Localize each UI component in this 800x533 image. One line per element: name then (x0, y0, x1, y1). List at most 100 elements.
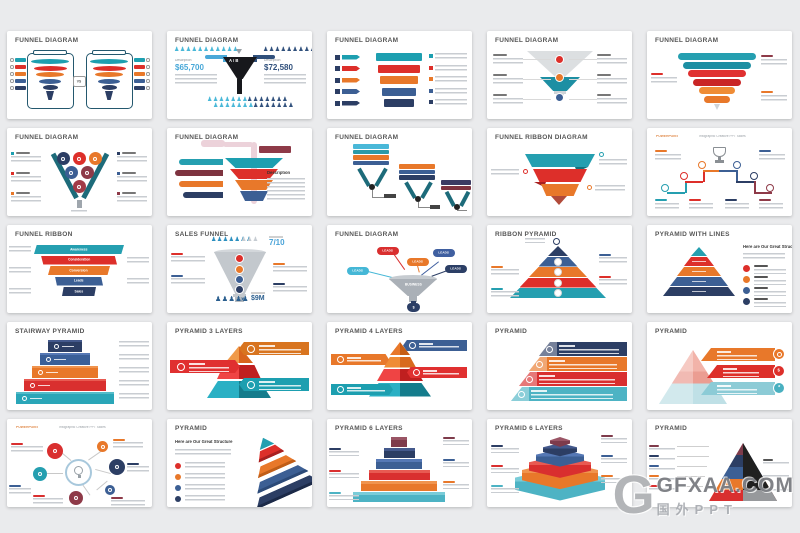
section-heading: Here are Our Great Structure (175, 440, 233, 445)
slide-title: PYRAMID (175, 425, 208, 432)
money-bag-icon: $ (407, 303, 420, 312)
v-funnel-graphic (7, 128, 152, 216)
section-heading: Here are Our Great Structure (743, 245, 792, 250)
ribbon-funnel-labeled-graphic: Awareness Consideration Conversion Leads… (7, 225, 152, 313)
rounded-funnel-graphic (647, 31, 792, 119)
slide-title: FUNNEL DIAGRAM (175, 37, 239, 44)
slide-thumbnail-20[interactable]: PYRAMID $ * (647, 322, 792, 410)
banner-arrow (407, 367, 467, 378)
cascade-funnels-graphic (327, 128, 472, 216)
slide-title: FUNNEL DIAGRAM (15, 134, 79, 141)
slide-title: FUNNEL DIAGRAM (335, 231, 399, 238)
slide-title: PYRAMID (495, 328, 528, 335)
watermark-logo: G (612, 465, 655, 526)
funnel-layer: Sales (62, 287, 96, 296)
watermark: G GFXAA.COM 国外PPT (612, 465, 794, 526)
funnel-layer: Conversion (48, 266, 110, 275)
slide-thumbnail-24[interactable]: PYRAMID 6 LAYERS (487, 419, 632, 507)
sales-funnel-graphic: ♟♟♟♟♟♟♟ ♟♟♟ 7/10 ♟♟♟♟♟ » $9M (167, 225, 312, 313)
slide-title: PYRAMID WITH LINES (655, 231, 730, 238)
slide-thumbnail-3[interactable]: FUNNEL DIAGRAM (327, 31, 472, 119)
ribbon-pyramid-graphic (487, 225, 632, 313)
slide-title: RIBBON PYRAMID (495, 231, 557, 238)
people-icons-left: ♟♟♟♟♟♟♟♟♟♟♟ (174, 47, 239, 53)
leads-pill: LEADS (433, 249, 455, 257)
slide-thumbnail-6[interactable]: FUNNEL DIAGRAM (7, 128, 152, 216)
stairway-pyramid-graphic (7, 322, 152, 410)
cone-funnel-graphic (487, 31, 632, 119)
slide-tagline: POWERPOINT Infographic Creative PPT Slide… (15, 426, 106, 430)
slide-thumbnail-15[interactable]: PYRAMID WITH LINES Here are Our Great St… (647, 225, 792, 313)
slide-thumbnail-12[interactable]: SALES FUNNEL ♟♟♟♟♟♟♟ ♟♟♟ 7/10 ♟♟♟♟♟ » $9… (167, 225, 312, 313)
banner-arrow (403, 340, 467, 351)
snowflake-icon: * (773, 382, 785, 394)
people-icons-right: ♟♟♟♟♟♟♟♟♟♟♟ (263, 47, 312, 53)
slide-thumbnail-18[interactable]: PYRAMID 4 LAYERS (327, 322, 472, 410)
people-icons-bottom-right: ♟♟♟♟♟♟♟ (247, 97, 289, 103)
slide-title: FUNNEL RIBBON DIAGRAM (495, 134, 588, 141)
slide-thumbnail-8[interactable]: FUNNEL DIAGRAM (327, 128, 472, 216)
leads-pill: LEADS (407, 258, 429, 266)
slide-title: FUNNEL DIAGRAM (495, 37, 559, 44)
bulb-icon (74, 466, 83, 475)
slide-thumbnail-13[interactable]: FUNNEL DIAGRAM LEADS LEADS LEADS LEADS L… (327, 225, 472, 313)
ab-funnel-graphic: ♟♟♟♟♟♟♟♟♟♟♟ ♟♟♟♟♟♟♟♟♟♟♟ A / B Descriptio… (167, 31, 312, 119)
slanted-bars-graphic (487, 322, 632, 410)
people-icons-bottom: ♟♟♟♟♟ (215, 296, 249, 303)
slide-thumbnail-10[interactable]: POWERPOINT Infographic Creative PPT Slide… (647, 128, 792, 216)
slide-thumbnail-1[interactable]: FUNNEL DIAGRAM VS (7, 31, 152, 119)
arrow-icon: » (241, 296, 245, 303)
funnel-vs-graphic: VS (7, 31, 152, 119)
funnel-layer: Leads (55, 276, 103, 286)
iso-pyramid (231, 421, 312, 507)
slide-title: FUNNEL DIAGRAM (335, 37, 399, 44)
slide-thumbnail-11[interactable]: FUNNEL RIBBON Awareness Consideration Co… (7, 225, 152, 313)
slide-thumbnail-5[interactable]: FUNNEL DIAGRAM (647, 31, 792, 119)
people-icons-bottom-left: ♟♟♟♟♟♟♟ (207, 97, 249, 103)
slide-thumbnail-19[interactable]: PYRAMID (487, 322, 632, 410)
slide-title: STAIRWAY PYRAMID (15, 328, 85, 335)
pyramid-3-layers-graphic (167, 322, 312, 410)
banner-arrow (331, 354, 389, 365)
slide-thumbnail-21[interactable]: POWERPOINT Infographic Creative PPT Slide… (7, 419, 152, 507)
slide-thumbnail-23[interactable]: PYRAMID 6 LAYERS (327, 419, 472, 507)
slide-thumbnail-14[interactable]: RIBBON PYRAMID (487, 225, 632, 313)
down-arrow-icon (236, 49, 242, 54)
slide-thumbnail-7[interactable]: FUNNEL DIAGRAM Description (167, 128, 312, 216)
slide-title: PYRAMID 4 LAYERS (335, 328, 403, 335)
slide-thumbnail-17[interactable]: PYRAMID 3 LAYERS (167, 322, 312, 410)
dollar-icon: $ (773, 365, 785, 377)
steps-trophy-graphic: POWERPOINT Infographic Creative PPT Slide… (647, 128, 792, 216)
slide-title: FUNNEL DIAGRAM (15, 37, 79, 44)
pyramid-banners-graphic: $ * (647, 322, 792, 410)
watermark-line2: 国外PPT (656, 502, 738, 518)
people-icons-filled: ♟♟♟♟♟♟♟ (211, 237, 253, 243)
slide-thumbnail-2[interactable]: FUNNEL DIAGRAM ♟♟♟♟♟♟♟♟♟♟♟ ♟♟♟♟♟♟♟♟♟♟♟ A… (167, 31, 312, 119)
slide-thumbnail-9[interactable]: FUNNEL RIBBON DIAGRAM (487, 128, 632, 216)
watermark-line1: GFXAA.COM (656, 474, 794, 498)
slide-title: FUNNEL DIAGRAM (175, 134, 239, 141)
leads-funnel-graphic: LEADS LEADS LEADS LEADS LEADS BUSINESS $ (327, 225, 472, 313)
pyramid-lines-graphic: Here are Our Great Structure (647, 225, 792, 313)
slide-title: FUNNEL DIAGRAM (655, 37, 719, 44)
right-value: $72,580 (264, 63, 293, 72)
slide-thumbnail-25[interactable]: PYRAMID (647, 419, 792, 507)
funnel-layer: Consideration (41, 255, 117, 265)
people-icons-empty: ♟♟♟ (241, 237, 259, 243)
slide-thumbnail-16[interactable]: STAIRWAY PYRAMID (7, 322, 152, 410)
leads-pill: LEADS (377, 247, 399, 255)
funnel-list-graphic (327, 31, 472, 119)
slide-thumbnail-grid: FUNNEL DIAGRAM VS FUNNEL DIAGRAM ♟♟♟♟♟♟♟… (7, 31, 792, 507)
stat-top: 7/10 (269, 238, 285, 247)
ribbon-funnel-graphic (487, 128, 632, 216)
slide-title: FUNNEL DIAGRAM (335, 134, 399, 141)
slide-thumbnail-4[interactable]: FUNNEL DIAGRAM (487, 31, 632, 119)
slide-title: FUNNEL RIBBON (15, 231, 73, 238)
stat-bottom: $9M (251, 295, 265, 302)
leads-pill: LEADS (445, 265, 467, 273)
slide-title: PYRAMID (655, 425, 688, 432)
left-caption: Description (175, 59, 192, 63)
right-caption: Description (264, 59, 281, 63)
pipe-funnel-graphic: Description (167, 128, 312, 216)
slide-thumbnail-22[interactable]: PYRAMID Here are Our Great Structure (167, 419, 312, 507)
